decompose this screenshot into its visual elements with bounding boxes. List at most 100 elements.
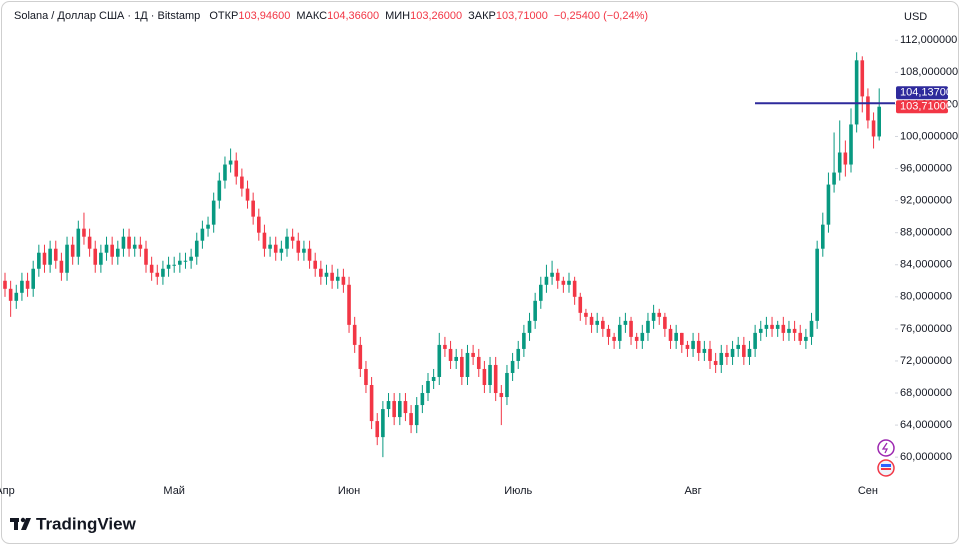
candle-body (713, 360, 718, 365)
candle-body (567, 280, 571, 285)
candle-body (93, 248, 98, 265)
candle-body (240, 176, 244, 189)
legend-header: Solana / Доллар США · 1Д · Bitstamp ОТКР… (14, 10, 648, 22)
ohlc-value: 103,26000 (410, 10, 463, 22)
candle-body (149, 264, 154, 273)
candle-body (623, 320, 628, 325)
candle-body (183, 260, 188, 262)
candle-body (132, 244, 137, 249)
candle-body (544, 276, 549, 285)
ohlc-value: 104,36600 (327, 10, 380, 22)
y-tick-label: 96,000000 (900, 162, 952, 174)
candle-body (781, 324, 786, 333)
candle-body (871, 120, 876, 137)
candle-body (392, 401, 396, 418)
candle-body (341, 276, 346, 285)
candle-body (268, 244, 272, 249)
candle-body (82, 228, 86, 237)
candle-body (516, 348, 521, 361)
candle-body (330, 272, 334, 281)
candle-body (460, 356, 464, 377)
x-tick-label: Сен (858, 485, 878, 497)
x-tick-label: Авг (684, 485, 701, 497)
candle-body (488, 364, 492, 386)
candle-body (262, 232, 267, 249)
candle-body (138, 244, 143, 249)
candle-body (533, 300, 537, 321)
candle-body (595, 320, 599, 325)
candle-body (155, 272, 160, 277)
candle-body (657, 312, 662, 317)
y-tick-label: 80,000000 (900, 291, 952, 303)
change: −0,25400 (−0,24%) (553, 10, 649, 22)
ohlc-label: МАКС (296, 10, 328, 22)
candle-body (25, 280, 30, 289)
ohlc-label: ОТКР (209, 10, 239, 22)
candle-body (48, 248, 52, 265)
candle-body (708, 348, 712, 361)
candle-body (31, 268, 35, 289)
candle-body (448, 348, 453, 361)
candle-body (804, 336, 808, 341)
candle-body (832, 172, 836, 185)
candle-body (228, 160, 233, 165)
candle-body (606, 328, 611, 337)
candle-body (854, 60, 859, 125)
candle-body (589, 316, 594, 325)
candle-body (414, 405, 419, 426)
candle-body (476, 356, 481, 369)
candle-body (736, 344, 740, 349)
candle-body (352, 324, 357, 345)
candle-body (499, 393, 504, 398)
candle-body (849, 124, 853, 165)
candle-body (758, 328, 763, 333)
candle-body (753, 332, 757, 349)
candle-body (178, 260, 182, 265)
hline-label-bg (896, 86, 948, 100)
candle-body (482, 368, 487, 386)
candle-body (815, 248, 819, 321)
candle-body (76, 228, 81, 257)
brand-name: TradingView (36, 514, 137, 533)
candle-body (386, 401, 391, 410)
y-tick-label: 60,000000 (900, 451, 952, 463)
plot-area (3, 52, 881, 458)
candle-body (770, 324, 774, 329)
candle-body (730, 348, 735, 357)
candle-body (629, 320, 633, 337)
candle-body (194, 240, 199, 257)
candle-body (561, 280, 566, 285)
candle-body (431, 376, 436, 381)
x-tick-label: Май (163, 485, 185, 497)
candle-body (364, 368, 368, 386)
candle-body (206, 224, 210, 229)
candle-body (257, 216, 261, 233)
candle-body (719, 352, 724, 365)
y-tick-label: 112,000000 (900, 34, 957, 46)
candle-body (792, 328, 797, 333)
candle-body (302, 248, 306, 253)
candle-body (99, 252, 103, 265)
candle-body (161, 268, 165, 277)
y-tick-label: 92,000000 (900, 195, 952, 207)
logo (10, 517, 31, 530)
x-tick-label: Апр (0, 485, 15, 497)
candle-body (381, 409, 385, 438)
candle-body (59, 260, 64, 273)
currency-label: USD (904, 11, 927, 23)
candle-body (375, 421, 380, 438)
candle-body (798, 332, 803, 341)
candle-body (347, 284, 351, 325)
candle-body (307, 248, 312, 261)
candle-body (144, 248, 148, 265)
candle-body (471, 352, 475, 357)
last-price-label: 103,71000 (900, 101, 952, 113)
candle-body (685, 344, 690, 349)
candle-body (668, 328, 673, 341)
candle-body (617, 324, 622, 341)
candle-body (640, 332, 645, 341)
candle-body (866, 96, 870, 121)
candle-body (420, 393, 425, 406)
candle-body (821, 224, 825, 249)
